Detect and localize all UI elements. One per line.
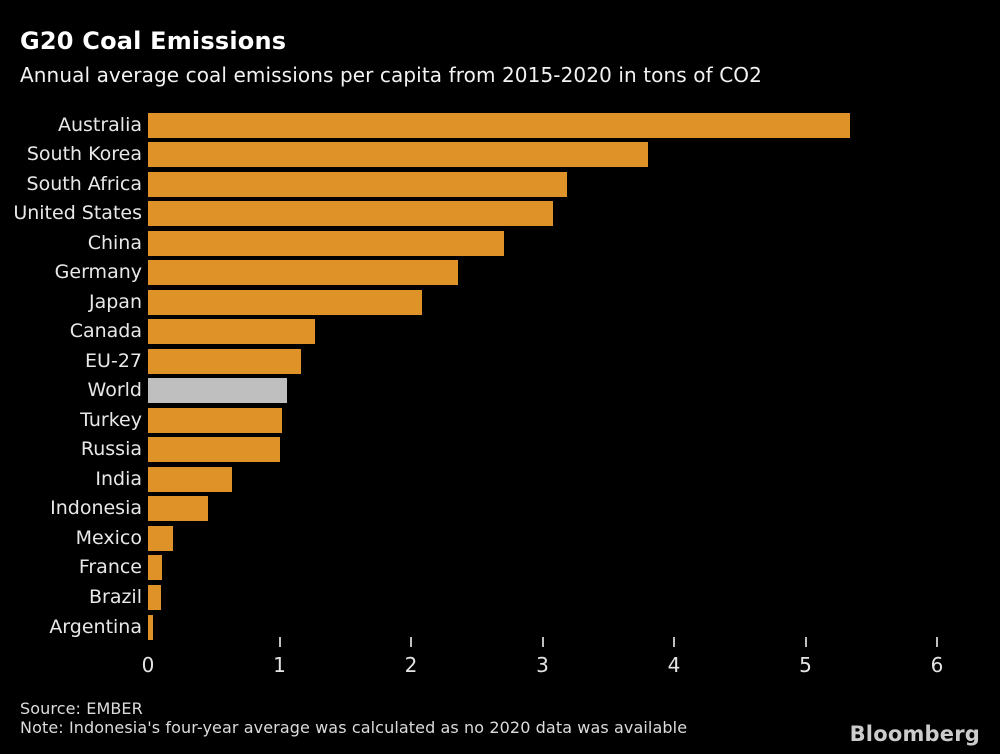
bar-row: Canada	[0, 319, 1000, 345]
x-axis-tick-label: 6	[930, 653, 944, 677]
source-text: Source: EMBER	[20, 699, 143, 718]
bloomberg-logo: Bloomberg	[849, 722, 980, 746]
x-axis-tick-label: 2	[404, 653, 418, 677]
category-label: Turkey	[80, 408, 142, 431]
bar-row: Indonesia	[0, 496, 1000, 522]
x-axis-tick-mark	[936, 637, 938, 647]
bar-row: Brazil	[0, 584, 1000, 610]
category-label: Argentina	[49, 615, 142, 638]
x-axis-tick-mark	[804, 637, 807, 647]
chart-subtitle: Annual average coal emissions per capita…	[20, 62, 762, 87]
bar-row: EU-27	[0, 348, 1000, 374]
bar-brazil	[148, 584, 162, 610]
bar-row: Australia	[0, 112, 1000, 138]
bar-france	[148, 555, 163, 581]
bar-world	[148, 378, 288, 404]
x-axis-tick-label: 5	[799, 653, 812, 677]
category-label: Germany	[54, 261, 142, 284]
bar-south-africa	[148, 171, 568, 197]
x-axis-tick-label: 3	[536, 653, 549, 677]
category-label: Mexico	[75, 526, 142, 549]
bar-row: South Africa	[0, 171, 1000, 197]
category-label: China	[87, 231, 142, 254]
bar-germany	[148, 260, 459, 286]
bar-row: China	[0, 230, 1000, 256]
bar-row: Japan	[0, 289, 1000, 315]
bar-south-korea	[148, 142, 648, 168]
chart-footer: Source: EMBER Note: Indonesia's four-yea…	[20, 699, 687, 737]
category-label: World	[87, 379, 142, 402]
bar-row: France	[0, 555, 1000, 581]
bar-row: India	[0, 466, 1000, 492]
chart-title: G20 Coal Emissions	[20, 27, 287, 55]
category-label: South Korea	[26, 143, 142, 166]
bar-row: World	[0, 378, 1000, 404]
bar-row: Russia	[0, 437, 1000, 463]
x-axis-tick-label: 4	[667, 653, 681, 677]
bar-row: Germany	[0, 260, 1000, 286]
bar-row: Argentina	[0, 614, 1000, 640]
x-axis-tick-mark	[278, 637, 281, 647]
bar-row: United States	[0, 201, 1000, 227]
category-label: Brazil	[88, 585, 142, 608]
bar-argentina	[148, 614, 154, 640]
chart-header: G20 Coal Emissions Annual average coal e…	[20, 27, 762, 87]
x-axis-tick-label: 1	[273, 653, 286, 677]
category-label: South Africa	[26, 172, 142, 195]
category-label: France	[78, 556, 142, 579]
bar-mexico	[148, 525, 173, 551]
bar-russia	[148, 437, 280, 463]
category-label: Indonesia	[50, 497, 142, 520]
bar-india	[148, 466, 233, 492]
bar-eu-27	[148, 348, 301, 374]
x-axis-tick-mark	[410, 637, 412, 647]
x-axis-tick-mark	[673, 637, 675, 647]
x-axis-tick-mark	[541, 637, 544, 647]
bar-canada	[148, 319, 315, 345]
x-axis-tick-label: 0	[141, 653, 155, 677]
category-label: Japan	[89, 290, 142, 313]
bar-row: Mexico	[0, 525, 1000, 551]
category-label: India	[95, 467, 142, 490]
bar-indonesia	[148, 496, 209, 522]
category-label: Canada	[69, 320, 142, 343]
category-label: Russia	[80, 438, 142, 461]
bar-china	[148, 230, 505, 256]
bar-japan	[148, 289, 422, 315]
bar-turkey	[148, 407, 283, 433]
bar-united-states	[148, 201, 554, 227]
category-label: EU-27	[85, 349, 142, 372]
bar-row: Turkey	[0, 407, 1000, 433]
bar-row: South Korea	[0, 142, 1000, 168]
note-text: Note: Indonesia's four-year average was …	[20, 718, 688, 737]
bar-australia	[148, 112, 851, 138]
category-label: United States	[13, 202, 142, 225]
category-label: Australia	[57, 113, 142, 136]
